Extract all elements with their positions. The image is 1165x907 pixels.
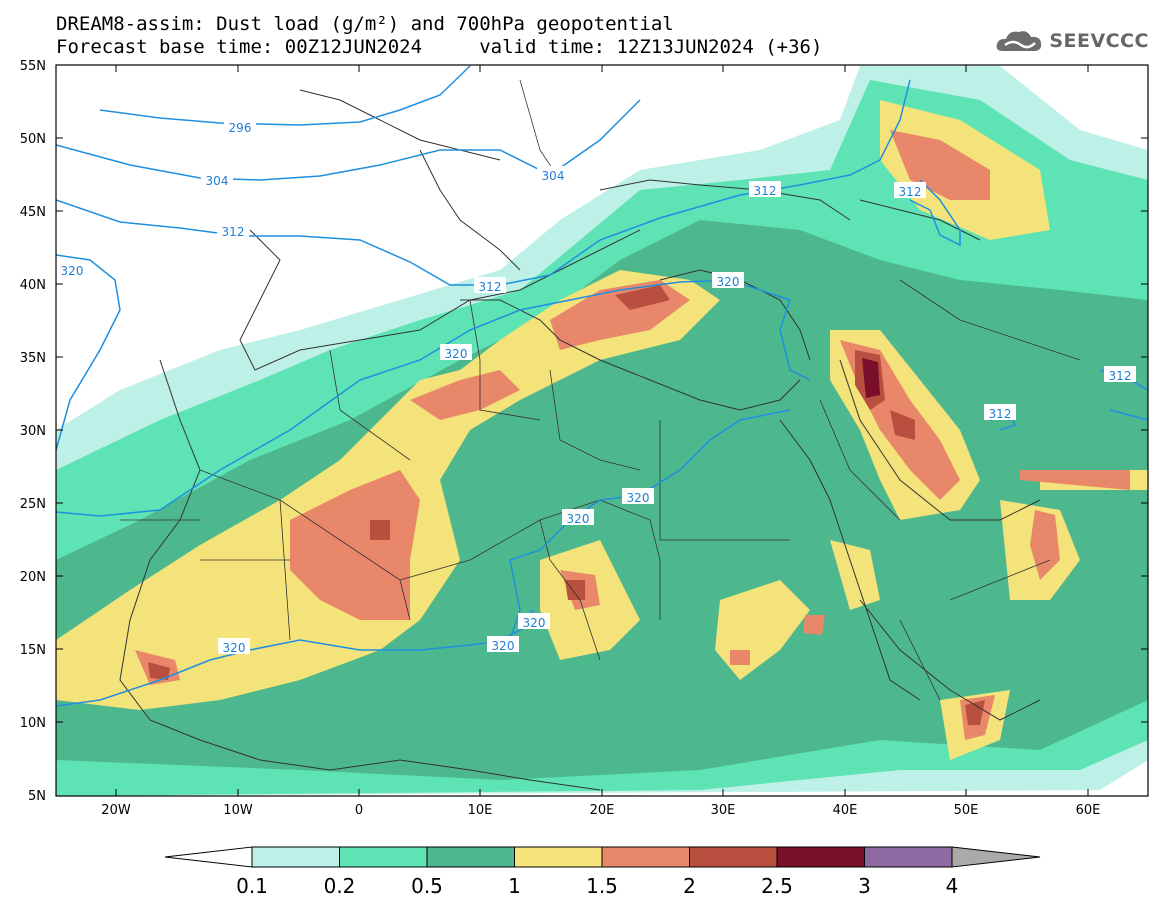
svg-text:296: 296 [229, 121, 252, 135]
geopotential-contours [56, 65, 1148, 707]
svg-text:320: 320 [445, 347, 468, 361]
contour-label: 320 [218, 638, 250, 655]
contour-label: 320 [487, 636, 519, 653]
colorbar-tick-label: 0.5 [411, 874, 443, 898]
lat-label: 50N [20, 132, 46, 147]
lon-label: 20W [101, 803, 131, 818]
svg-text:320: 320 [717, 275, 740, 289]
contour-label: 312 [474, 277, 506, 294]
contour-label: 320 [56, 261, 88, 278]
contour-label: 312 [1104, 366, 1136, 383]
colorbar-high-arrow [951, 846, 1041, 868]
colorbar-tick-label: 1 [508, 874, 521, 898]
lat-label: 35N [20, 351, 46, 366]
contour-label: 296 [224, 118, 256, 135]
lat-label: 55N [20, 59, 46, 74]
lon-label: 40E [833, 803, 858, 818]
colorbar-bin [339, 846, 428, 868]
colorbar-bin [514, 846, 603, 868]
contour-label: 320 [518, 613, 550, 630]
lat-label: 20N [20, 570, 46, 585]
dust-layer-2.5 [862, 358, 880, 398]
contour-label: 312 [749, 181, 781, 198]
lat-label: 5N [28, 789, 46, 804]
colorbar-bin [426, 846, 515, 868]
svg-text:304: 304 [206, 174, 229, 188]
svg-text:304: 304 [542, 169, 565, 183]
lon-label: 10E [468, 803, 493, 818]
seevccc-logo: SEEVCCC [995, 26, 1149, 56]
map-title-line-2: Forecast base time: 00Z12JUN2024 valid t… [56, 36, 823, 58]
colorbar-tick-label: 4 [946, 874, 959, 898]
colorbar-tick-label: 2 [683, 874, 696, 898]
lat-axis: 55N 50N 45N 40N 35N 30N 25N 20N 15N 10N … [20, 59, 1148, 804]
lat-label: 45N [20, 205, 46, 220]
svg-text:312: 312 [479, 280, 502, 294]
lat-label: 30N [20, 424, 46, 439]
map-title-line-1: DREAM8-assim: Dust load (g/m²) and 700hP… [56, 13, 674, 35]
colorbar-tick-label: 1.5 [586, 874, 618, 898]
country-borders [120, 79, 1081, 701]
lat-label: 40N [20, 278, 46, 293]
contour-label: 312 [894, 182, 926, 199]
colorbar-tick-label: 3 [858, 874, 871, 898]
lon-axis: 20W 10W 0 10E 20E 30E 40E 50E 60E [101, 65, 1100, 818]
colorbar-tick-label: 2.5 [761, 874, 793, 898]
lat-label: 10N [20, 716, 46, 731]
lon-label: 50E [954, 803, 979, 818]
lat-label: 15N [20, 643, 46, 658]
svg-text:320: 320 [567, 512, 590, 526]
contour-label: 304 [201, 171, 233, 188]
cloud-logo-icon [996, 31, 1042, 51]
contour-label: 312 [984, 404, 1016, 421]
colorbar-tick-label: 0.1 [236, 874, 268, 898]
svg-text:312: 312 [1109, 369, 1132, 383]
colorbar-bin [776, 846, 865, 868]
colorbar-bin [864, 846, 953, 868]
lon-label: 20E [590, 803, 615, 818]
svg-text:320: 320 [627, 491, 650, 505]
contour-label: 320 [440, 344, 472, 361]
svg-text:320: 320 [492, 639, 515, 653]
contour-label: 320 [712, 272, 744, 289]
lat-label: 25N [20, 497, 46, 512]
svg-text:320: 320 [223, 641, 246, 655]
colorbar-bin [689, 846, 778, 868]
colorbar: 0.1 0.2 0.5 1 1.5 2 2.5 3 4 [164, 846, 1041, 898]
lon-label: 10W [223, 803, 253, 818]
svg-text:312: 312 [989, 407, 1012, 421]
svg-text:320: 320 [61, 264, 84, 278]
colorbar-bin [251, 846, 340, 868]
lon-label: 0 [355, 803, 363, 818]
colorbar-bin [601, 846, 690, 868]
colorbar-low-arrow [164, 846, 253, 868]
contour-label: 304 [537, 166, 569, 183]
colorbar-tick-label: 0.2 [324, 874, 356, 898]
contour-label: 320 [622, 488, 654, 505]
logo-text: SEEVCCC [1049, 30, 1149, 52]
contour-labels: 296 304 304 312 312 312 312 312 312 320 … [56, 118, 1136, 655]
svg-text:320: 320 [523, 616, 546, 630]
svg-text:312: 312 [754, 184, 777, 198]
contour-label: 320 [562, 509, 594, 526]
contour-label: 312 [217, 222, 249, 239]
svg-text:312: 312 [222, 225, 245, 239]
lon-label: 30E [711, 803, 736, 818]
lon-label: 60E [1076, 803, 1101, 818]
svg-text:312: 312 [899, 185, 922, 199]
